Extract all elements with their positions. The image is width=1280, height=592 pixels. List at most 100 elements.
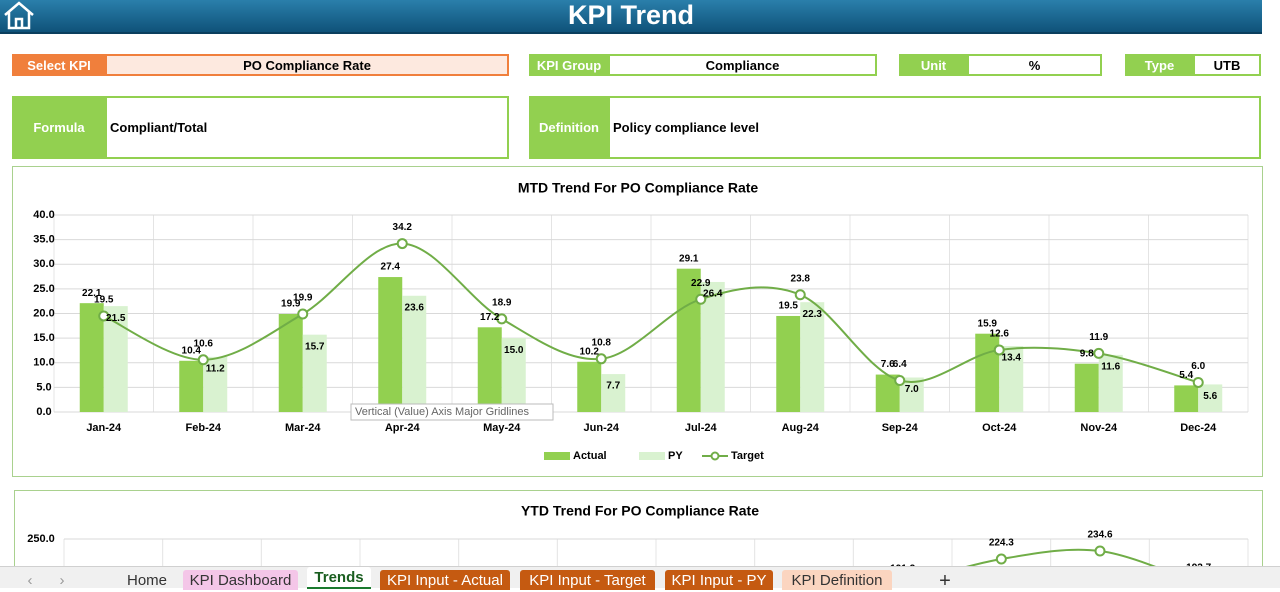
data-label: 5.4 (1179, 370, 1193, 381)
bar (1198, 384, 1223, 412)
data-label: 23.8 (791, 273, 811, 284)
x-tick-label: Dec-24 (1180, 422, 1217, 434)
field-value: % (967, 54, 1102, 76)
line-marker (496, 313, 508, 325)
line-marker (794, 289, 806, 301)
bar (975, 333, 1000, 412)
sheet-tab[interactable]: KPI Input - Target (520, 570, 655, 590)
tooltip-box (350, 403, 554, 421)
data-label: 34.2 (393, 222, 413, 233)
sheet-tab[interactable]: Home (126, 572, 167, 589)
data-label: 23.6 (405, 302, 425, 313)
y-tick-label: 5.0 (36, 381, 51, 393)
x-tick-label: Sep-24 (882, 422, 919, 434)
bar (776, 315, 801, 412)
data-label: 22.9 (691, 278, 711, 289)
field-label: KPI Group (529, 54, 609, 76)
bar (302, 334, 327, 412)
bar (501, 338, 526, 412)
bar (700, 281, 725, 412)
data-label: 15.7 (305, 341, 325, 352)
bar (378, 277, 403, 412)
y-tick-label: 35.0 (33, 234, 54, 246)
x-tick-label: Aug-24 (782, 422, 820, 434)
sheet-tab[interactable]: KPI Definition (782, 570, 892, 590)
legend-label: PY (668, 450, 683, 462)
data-label: 19.5 (779, 301, 799, 312)
chart-title: MTD Trend For PO Compliance Rate (518, 180, 759, 196)
bar (601, 374, 626, 412)
bar (79, 303, 104, 412)
sheet-tabs: ‹ › Home KPI Dashboard Trends KPI Input … (0, 566, 1280, 592)
data-label: 27.4 (381, 262, 401, 273)
data-label: 9.8 (1080, 348, 1094, 359)
scroll-right[interactable]: › (59, 572, 65, 589)
x-tick-label: Apr-24 (385, 422, 421, 434)
field-value: Policy compliance level (608, 96, 1261, 159)
data-label: 19.5 (94, 295, 114, 306)
y-tick-label: 0.0 (36, 406, 51, 418)
data-label: 7.7 (606, 381, 620, 392)
field-label: Type (1125, 54, 1194, 76)
line-marker (98, 310, 110, 322)
line-marker (595, 353, 607, 365)
data-label: 22.1 (82, 288, 102, 299)
field-label: Select KPI (12, 54, 106, 76)
scroll-left[interactable]: ‹ (27, 572, 33, 589)
y-tick-label: 250.0 (27, 533, 55, 545)
field-value: Compliance (608, 54, 877, 76)
data-label: 12.6 (990, 329, 1010, 340)
bar (577, 361, 602, 412)
x-tick-label: Oct-24 (982, 422, 1017, 434)
y-tick-label: 10.0 (33, 357, 54, 369)
sheet-tab[interactable]: KPI Input - PY (665, 570, 773, 590)
bar (1074, 363, 1099, 412)
data-label: 17.2 (480, 312, 500, 323)
x-tick-label: May-24 (483, 422, 521, 434)
y-tick-label: 30.0 (33, 258, 54, 270)
data-label: 29.1 (679, 253, 699, 264)
data-label: 18.9 (492, 298, 512, 309)
line-marker (1094, 545, 1106, 557)
data-label: 10.2 (580, 346, 600, 357)
y-tick-label: 25.0 (33, 283, 54, 295)
line-marker (396, 238, 408, 250)
x-tick-label: Mar-24 (285, 422, 321, 434)
line-marker (695, 293, 707, 305)
legend-label: Target (731, 450, 764, 462)
data-label: 19.9 (293, 293, 313, 304)
x-tick-label: Jun-24 (584, 422, 620, 434)
bar (676, 268, 701, 412)
sheet-tab[interactable]: KPI Input - Actual (380, 570, 510, 590)
sheet-tab-active[interactable]: Trends (307, 567, 371, 589)
field-value[interactable]: PO Compliance Rate (105, 54, 509, 76)
legend-swatch (544, 452, 570, 460)
legend-marker (710, 451, 720, 461)
tooltip: Vertical (Value) Axis Major Gridlines (355, 406, 530, 418)
field-label: Unit (899, 54, 968, 76)
data-label: 19.9 (281, 299, 301, 310)
legend-label: Actual (573, 450, 607, 462)
data-label: 11.2 (206, 363, 225, 374)
data-label: 11.6 (1101, 362, 1120, 373)
home-icon[interactable] (2, 0, 36, 30)
header: KPI Trend (0, 0, 1262, 34)
x-tick-label: Nov-24 (1080, 422, 1118, 434)
data-label: 7.6 (881, 359, 895, 370)
y-tick-label: 40.0 (33, 209, 54, 221)
bar (800, 302, 825, 412)
bar (1098, 354, 1123, 412)
field-value: UTB (1193, 54, 1261, 76)
data-label: 10.6 (194, 338, 214, 349)
page-title: KPI Trend (567, 0, 695, 30)
data-label: 15.9 (978, 318, 998, 329)
data-label: 6.0 (1191, 361, 1205, 372)
data-label: 15.0 (504, 345, 524, 356)
data-label: 224.3 (989, 538, 1014, 549)
x-tick-label: Jan-24 (86, 422, 122, 434)
add-sheet[interactable]: + (939, 570, 951, 592)
sheet-tab[interactable]: KPI Dashboard (183, 570, 298, 590)
data-label: 22.3 (803, 309, 823, 320)
bar (103, 306, 128, 412)
